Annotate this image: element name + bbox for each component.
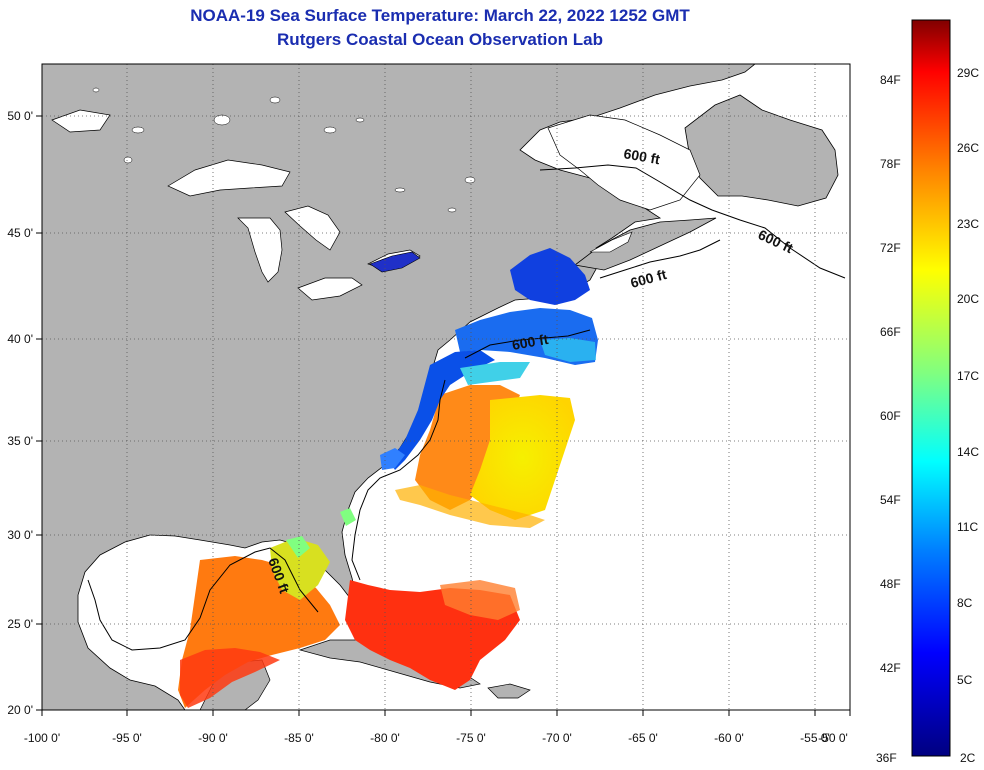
map-frame: [41, 63, 851, 711]
land-newfoundland: [684, 94, 839, 207]
lat-tick-label: 20 0': [7, 703, 33, 717]
colorbar-f-label: 60F: [880, 409, 901, 423]
gulf-st-lawrence: [547, 114, 701, 211]
sst-slope-cyan: [460, 362, 530, 385]
lon-tick-label: -90 0': [198, 731, 228, 745]
colorbar-f-ticks: 84F 78F 72F 66F 60F 54F 48F 42F 36F: [876, 73, 901, 765]
land-nova-scotia: [574, 217, 717, 271]
lat-tick-label: 45 0': [7, 226, 33, 240]
lat-tick-label: 40 0': [7, 332, 33, 346]
sst-ga-coast: [380, 448, 405, 470]
colorbar-c-label: 23C: [957, 217, 979, 231]
colorbar-f-label: 84F: [880, 73, 901, 87]
colorbar-c-label: 11C: [957, 520, 978, 534]
colorbar-c-label: 14C: [957, 445, 979, 459]
lat-tick-label: 35 0': [7, 434, 33, 448]
sst-scattered-dots: [395, 485, 545, 528]
lon-tick-label: -80 0': [370, 731, 400, 745]
bay-of-fundy: [589, 231, 633, 253]
lat-tick-label: 25 0': [7, 617, 33, 631]
lon-tick-label: -55 0': [800, 731, 830, 745]
graticule: [42, 64, 850, 710]
colorbar-f-label: 36F: [876, 751, 897, 765]
colorbar-c-label: 17C: [957, 369, 979, 383]
sst-bahamas-orange: [440, 580, 520, 620]
colorbar-c-label: 29C: [957, 66, 979, 80]
sst-gulf-red: [180, 648, 280, 708]
lon-labels: -100 0' -95 0' -90 0' -85 0' -80 0' -75 …: [24, 731, 848, 745]
colorbar-f-label: 48F: [880, 577, 901, 591]
lon-tick-label: -85 0': [284, 731, 314, 745]
colorbar: [911, 19, 951, 757]
lake-blue: [369, 251, 421, 273]
colorbar-c-label: 5C: [957, 673, 973, 687]
contour-label-1: 600 ft: [622, 145, 661, 167]
colorbar-c-ticks: 29C 26C 23C 20C 17C 14C 11C 8C 5C 2C: [957, 66, 979, 765]
lon-tick-label: -75 0': [456, 731, 486, 745]
sst-florida-green: [340, 508, 356, 526]
lon-tick-label: -95 0': [112, 731, 142, 745]
sst-yellow-core: [470, 395, 575, 520]
colorbar-c-label: 26C: [957, 141, 979, 155]
contour-600ft: [87, 164, 846, 651]
map-title: NOAA-19 Sea Surface Temperature: March 2…: [190, 6, 690, 25]
colorbar-f-label: 54F: [880, 493, 901, 507]
land-hispaniola: [487, 683, 531, 699]
sst-coast-blue: [390, 350, 495, 470]
sst-gulf-maine-blue: [510, 248, 590, 305]
colorbar-f-label: 78F: [880, 157, 901, 171]
lon-tick-label: -100 0': [24, 731, 60, 745]
sst-shelf-cyan: [540, 338, 596, 362]
lon-tick-label: -65 0': [628, 731, 658, 745]
lon-tick-label: -50 0': [818, 731, 848, 745]
colorbar-c-label: 2C: [960, 751, 976, 765]
colorbar-f-label: 72F: [880, 241, 901, 255]
frame-ticks: [36, 115, 851, 716]
contour-label-4: 600 ft: [511, 331, 550, 353]
small-lakes: [92, 87, 476, 213]
map-subtitle: Rutgers Coastal Ocean Observation Lab: [277, 30, 603, 49]
colorbar-f-label: 66F: [880, 325, 901, 339]
colorbar-c-label: 20C: [957, 292, 979, 306]
sst-gulf-yellow: [270, 538, 330, 600]
colorbar-c-label: 8C: [957, 596, 973, 610]
lat-labels: 50 0' 45 0' 40 0' 35 0' 30 0' 25 0' 20 0…: [7, 109, 33, 717]
sst-gulf-green: [286, 536, 310, 558]
lon-tick-label: -60 0': [714, 731, 744, 745]
lat-tick-label: 50 0': [7, 109, 33, 123]
colorbar-f-label: 42F: [880, 661, 901, 675]
lat-tick-label: 30 0': [7, 528, 33, 542]
lon-tick-label: -70 0': [542, 731, 572, 745]
